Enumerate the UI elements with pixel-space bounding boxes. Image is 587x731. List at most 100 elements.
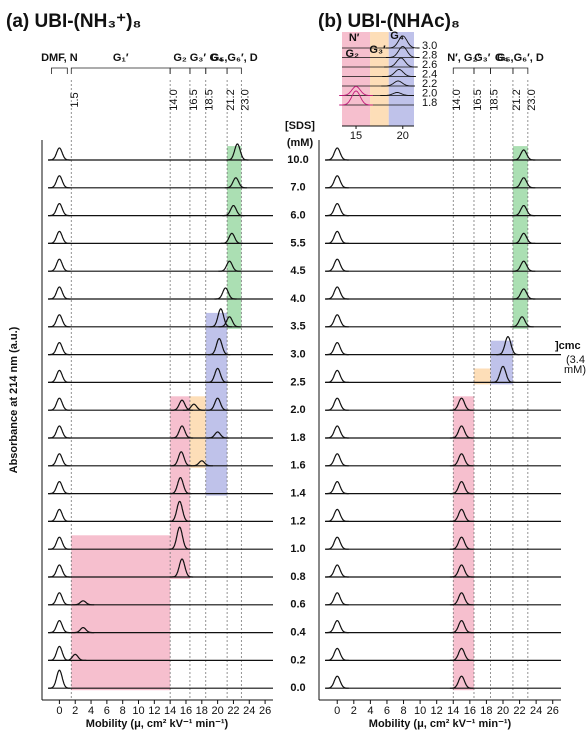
inset-peak-label: G₄	[390, 30, 404, 42]
marker-label: 18.5	[488, 89, 500, 110]
trace-peak	[218, 260, 241, 272]
x-tick-label: 4	[367, 705, 373, 717]
x-tick-label: 22	[513, 705, 525, 717]
marker-label: 14.0	[451, 89, 463, 110]
trace-peak	[325, 397, 349, 411]
group-bracket	[169, 67, 191, 74]
trace-peak	[214, 287, 237, 300]
marker-label: 1.5	[69, 92, 81, 107]
sds-level-label: 6.0	[290, 210, 305, 222]
x-tick-label: 20	[211, 705, 223, 717]
sds-level-label-halo: 1.6	[290, 460, 305, 472]
region	[453, 396, 474, 691]
trace-peak	[449, 480, 474, 495]
trace-peak	[449, 397, 474, 411]
sds-level-label-halo: 0.0	[290, 682, 305, 694]
x-tick-label: 18	[196, 705, 208, 717]
sds-level-label-halo: 3.0	[290, 349, 305, 361]
group-bracket	[473, 67, 491, 74]
inset-peak	[339, 90, 373, 106]
trace-peak	[325, 564, 349, 578]
trace-peak	[72, 600, 95, 606]
sds-level-label: 1.8	[290, 432, 305, 444]
marker-label: 18.5	[204, 89, 216, 110]
cmc-annotation: ]cmc	[555, 340, 581, 352]
trace-peak	[48, 592, 71, 606]
inset-region	[342, 32, 371, 126]
inset-tick-label: 15	[350, 130, 362, 142]
trace-peak	[325, 230, 349, 244]
group-bracket	[51, 67, 68, 74]
sds-level-label-halo: 10.0	[287, 154, 308, 166]
inset-level-label: 2.2	[422, 78, 437, 90]
group-bracket	[189, 67, 207, 74]
inset-peak-label: G₃′	[369, 44, 386, 56]
region	[170, 396, 190, 579]
inset-peak	[381, 80, 415, 87]
group-bracket	[452, 67, 475, 74]
sds-level-label: 3.0	[290, 349, 305, 361]
inset-level-label: 2.6	[422, 59, 437, 71]
sds-level-label-halo: 0.2	[290, 654, 305, 666]
trace-peak	[512, 232, 536, 244]
sds-level-label-halo: 3.5	[290, 321, 305, 333]
trace-peak	[208, 337, 231, 356]
inset-level-label: 2.8	[422, 49, 437, 61]
region	[473, 368, 491, 385]
x-tick-label: 18	[480, 705, 492, 717]
sds-level-label-halo: 5.5	[290, 237, 305, 249]
marker-label: 16.5	[472, 89, 484, 110]
trace-peak	[449, 675, 474, 689]
sds-level-label: 2.0	[290, 404, 305, 416]
group-label: G₅,G₆′, D	[497, 52, 544, 64]
group-label: G₃′	[190, 52, 207, 64]
group-label: G₁′	[113, 52, 129, 64]
sds-level-label-halo: 4.0	[290, 293, 305, 305]
sds-level-label-halo: 1.8	[290, 432, 305, 444]
trace-peak	[449, 508, 474, 522]
group-label: G₄	[495, 52, 509, 64]
marker-label: 21.2	[511, 89, 523, 110]
x-axis-title: Mobility (μ, cm² kV⁻¹ min⁻¹)	[86, 718, 229, 730]
sds-level-label: 4.0	[290, 293, 305, 305]
trace-peak	[48, 286, 71, 300]
inset-peak	[385, 35, 420, 49]
sds-level-label: 10.0	[287, 154, 308, 166]
trace-peak	[512, 288, 536, 300]
inset-peak-label: G₂	[346, 48, 360, 60]
region	[205, 312, 228, 496]
group-label: G₂	[173, 52, 187, 64]
sds-level-label: 5.5	[290, 237, 305, 249]
inset-peak	[339, 86, 373, 96]
x-tick-label: 14	[164, 705, 176, 717]
sds-level-label: 1.0	[290, 543, 305, 555]
trace-peak	[206, 431, 229, 439]
x-tick-label: 14	[447, 705, 459, 717]
x-tick-label: 8	[120, 705, 126, 717]
group-label: G₄	[210, 52, 224, 64]
trace-peak	[206, 397, 229, 411]
trace-peak	[325, 175, 349, 189]
trace-peak	[224, 177, 247, 189]
x-tick-label: 16	[180, 705, 192, 717]
x-tick-label: 10	[132, 705, 144, 717]
x-tick-label: 10	[414, 705, 426, 717]
trace-peak	[209, 308, 232, 328]
inset-region	[370, 32, 389, 126]
trace-peak	[512, 177, 536, 189]
panel-title: (a) UBI-(NH₃⁺)₈	[6, 11, 141, 32]
x-tick-label: 12	[148, 705, 160, 717]
sds-header: [SDS]	[285, 120, 315, 132]
x-tick-label: 26	[547, 705, 559, 717]
trace-peak	[325, 286, 349, 300]
x-axis-title: Mobility (μ, cm² kV⁻¹ min⁻¹)	[369, 718, 512, 730]
trace-peak	[449, 619, 474, 634]
inset-peak	[382, 69, 416, 77]
sds-level-label: 1.2	[290, 515, 305, 527]
panel-title: (b) UBI-(NHAc)₈	[318, 11, 460, 32]
trace-peak	[48, 175, 71, 189]
x-tick-label: 24	[530, 705, 542, 717]
trace-peak	[325, 202, 349, 217]
inset-tick-label: 20	[397, 130, 409, 142]
trace-peak	[325, 369, 349, 383]
